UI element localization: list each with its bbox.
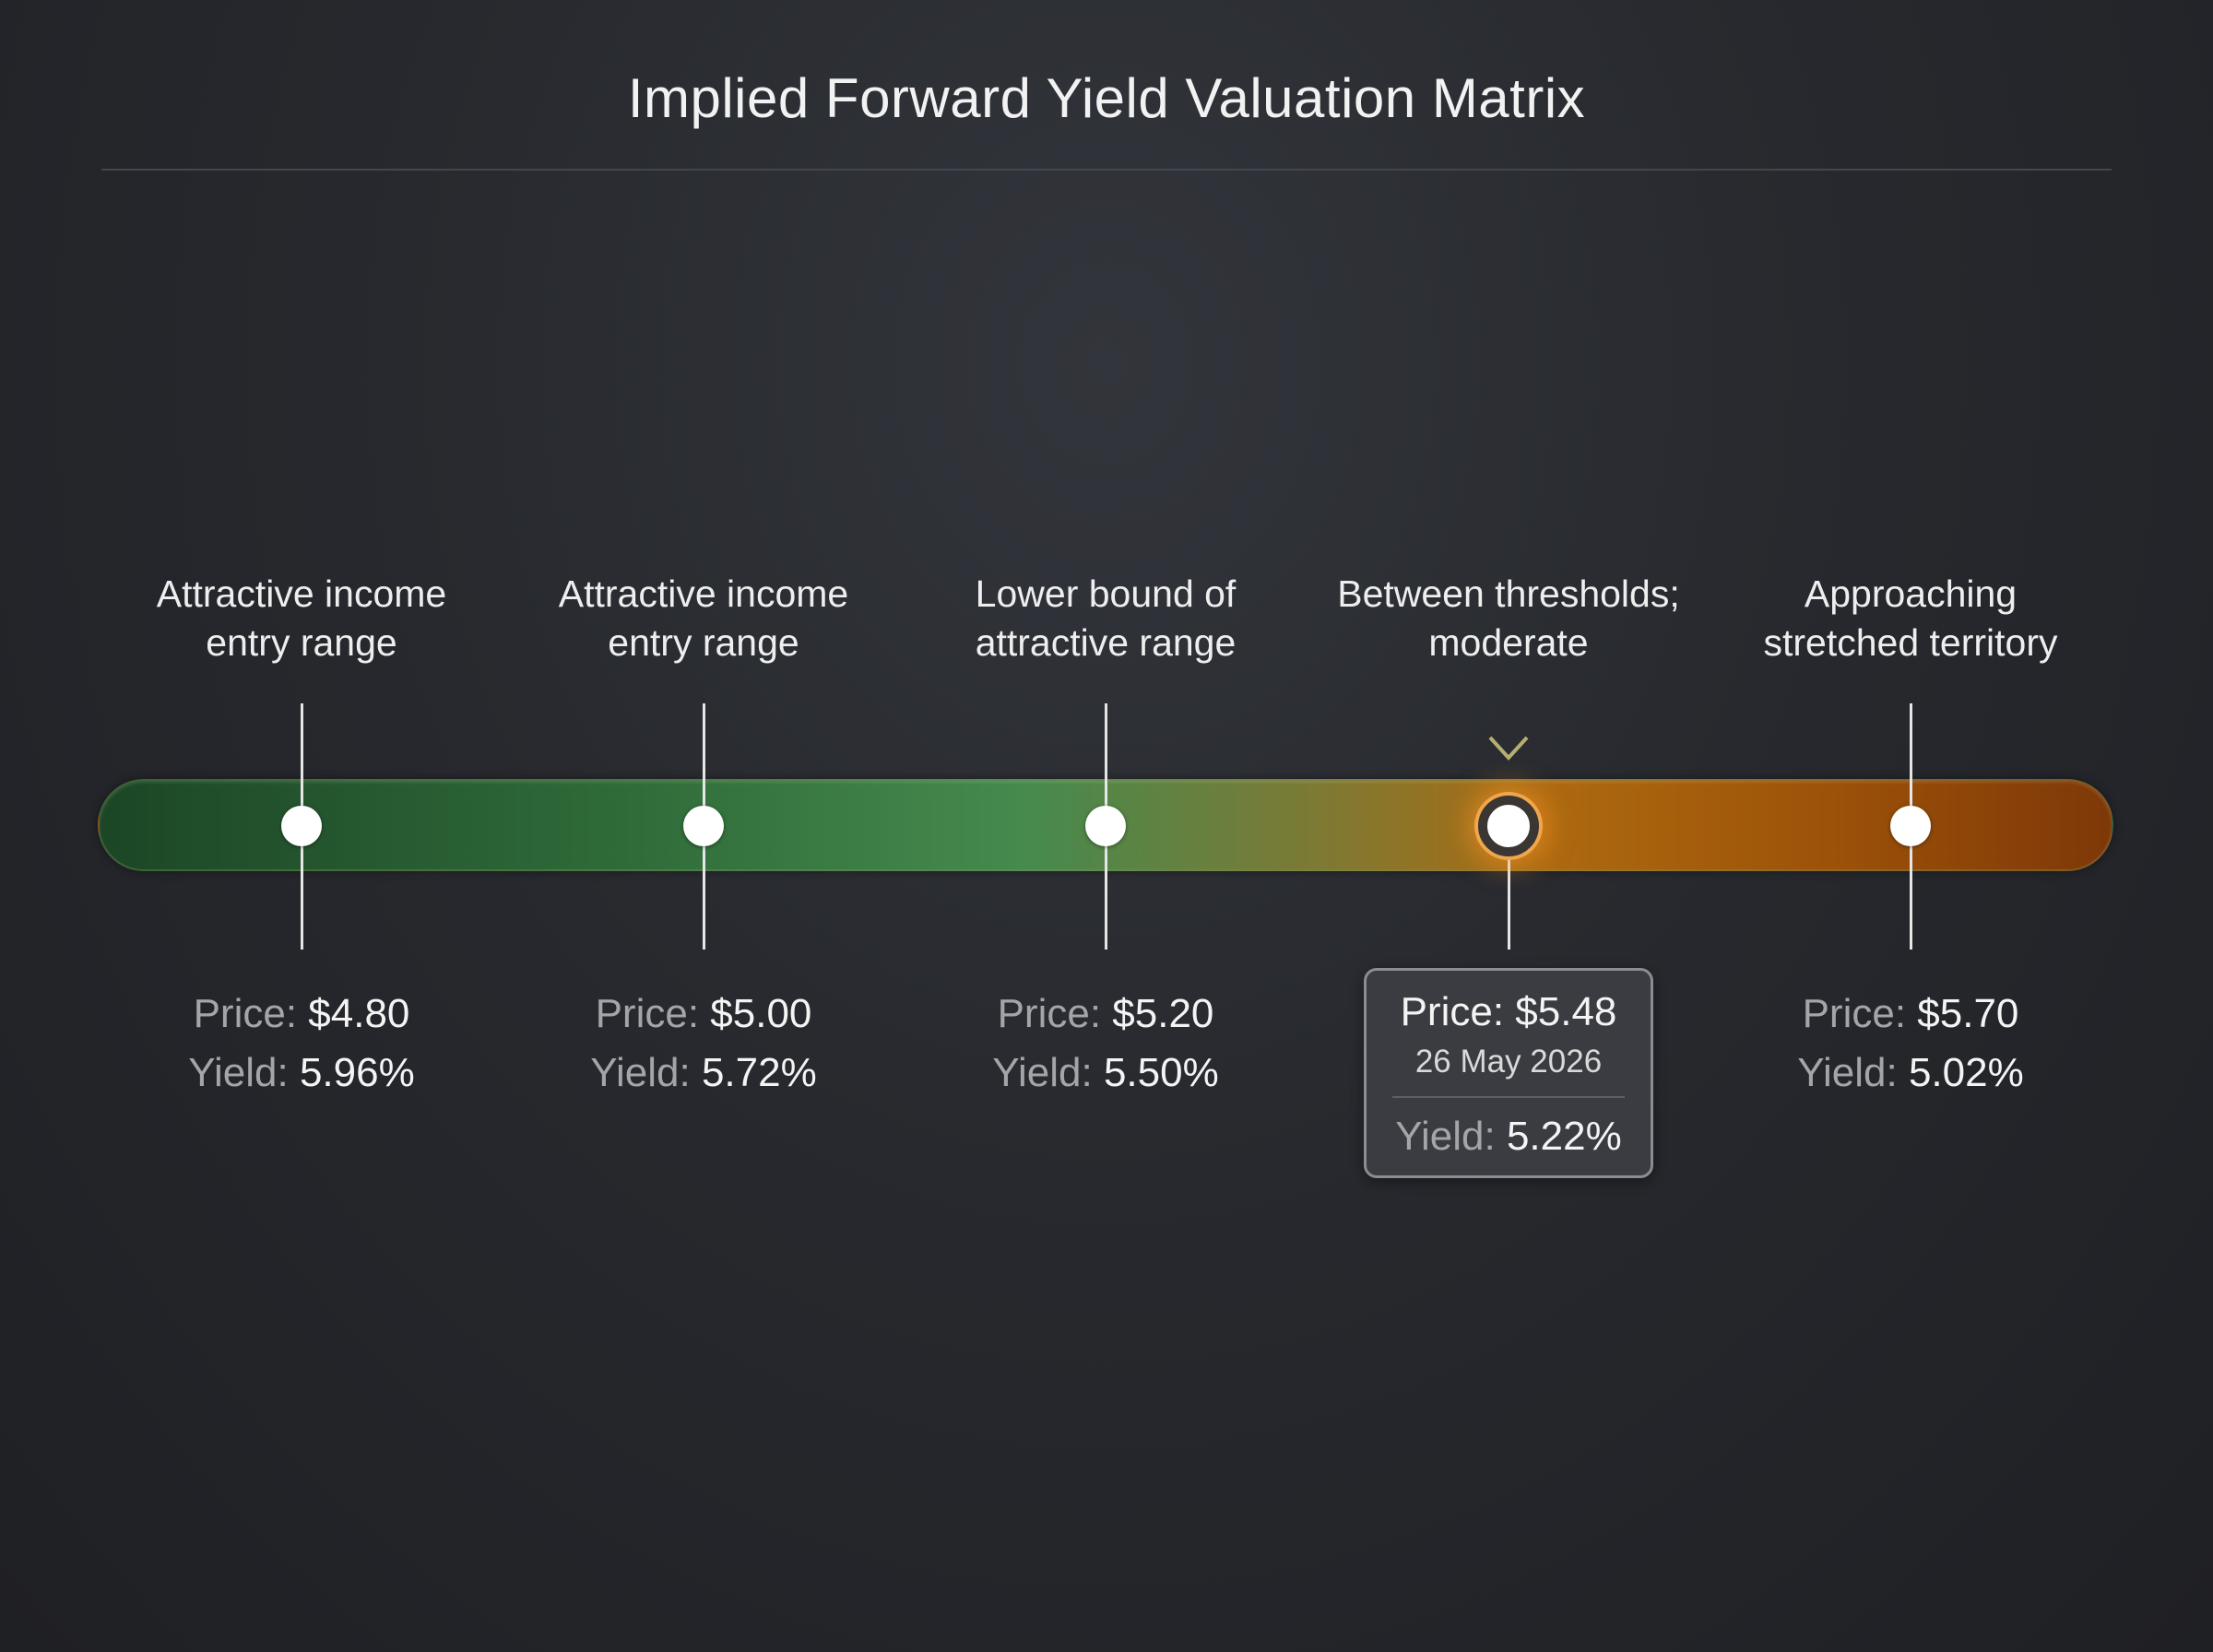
date-label: 26 May 2026 [1414, 1044, 1603, 1080]
connector-line [300, 825, 303, 950]
stop-values: Price: $5.70 Yield: 5.02% [1797, 991, 2024, 1095]
stop-description: Attractive income entry range [558, 572, 849, 664]
connector-line [1104, 825, 1107, 950]
current-value-tooltip: Price: $5.48 26 May 2026 Yield: 5.22% [1364, 968, 1653, 1178]
connector-line [702, 703, 705, 825]
connector-line [702, 825, 705, 950]
marker-dot[interactable] [1085, 806, 1126, 846]
connector-line [300, 703, 303, 825]
price-value: $5.48 [1515, 989, 1617, 1034]
tooltip-divider [1392, 1096, 1625, 1098]
marker-dot[interactable] [683, 806, 724, 846]
yield-value: 5.72% [701, 1050, 817, 1095]
connector-line [1507, 825, 1510, 950]
stop-description: Approaching stretched territory [1763, 572, 2058, 664]
yield-value: 5.96% [299, 1050, 415, 1095]
price-value: $5.20 [1112, 991, 1214, 1036]
page-title: Implied Forward Yield Valuation Matrix [627, 67, 1586, 129]
yield-value: 5.02% [1908, 1050, 2024, 1095]
connector-line [1104, 703, 1107, 825]
price-value: $4.80 [308, 991, 410, 1036]
connector-line [1909, 703, 1912, 825]
marker-dot[interactable] [1890, 806, 1931, 846]
stop-description: Between thresholds; moderate [1337, 572, 1680, 664]
stop-description: Lower bound of attractive range [975, 572, 1237, 664]
down-arrow-icon [1488, 680, 1529, 761]
current-marker-dot[interactable] [1478, 796, 1539, 856]
stop-values: Price: $5.20 Yield: 5.50% [992, 991, 1219, 1095]
price-value: $5.00 [710, 991, 812, 1036]
connector-line [1909, 825, 1912, 950]
stop-values: Price: $5.00 Yield: 5.72% [590, 991, 817, 1095]
price-value: $5.70 [1917, 991, 2019, 1036]
title-divider [101, 169, 2112, 171]
marker-dot[interactable] [281, 806, 322, 846]
stop-description: Attractive income entry range [156, 572, 447, 664]
stop-values: Price: $4.80 Yield: 5.96% [188, 991, 415, 1095]
yield-value: 5.50% [1103, 1050, 1219, 1095]
yield-value: 5.22% [1506, 1114, 1622, 1159]
